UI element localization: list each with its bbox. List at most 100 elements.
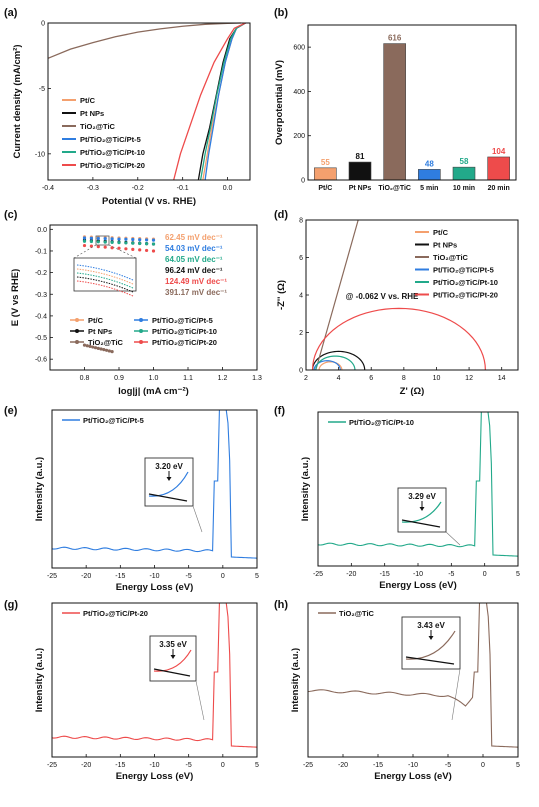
- legend-label: Pt/C: [88, 316, 104, 325]
- fit-line: [153, 668, 191, 677]
- tafel-point: [89, 239, 93, 244]
- x-tick-label: 5: [255, 762, 259, 769]
- legend-marker: [139, 340, 143, 344]
- tafel-point: [145, 238, 149, 242]
- legend-marker: [75, 340, 79, 344]
- legend-label: Pt/TiO₂@TiC/Pt-10: [80, 148, 145, 157]
- x-tick-label: 12: [465, 375, 473, 382]
- x-tick-label: 14: [498, 375, 506, 382]
- y-tick-label: -0.6: [35, 357, 47, 364]
- x-tick-label: 5: [516, 762, 520, 769]
- nyquist-arc-0: [318, 361, 343, 371]
- panel-label: (f): [274, 405, 285, 417]
- x-tick-label: -15: [115, 573, 125, 580]
- x-tick-label: -10: [413, 571, 423, 578]
- legend-label: Pt/TiO₂@TiC/Pt-10: [349, 418, 414, 427]
- legend-label: Pt/TiO₂@TiC/Pt-20: [83, 609, 148, 618]
- tafel-point: [91, 345, 95, 349]
- tafel-point: [131, 241, 135, 245]
- tafel-point: [151, 249, 156, 253]
- tafel-point: [96, 346, 100, 350]
- tafel-point: [117, 237, 121, 241]
- legend-marker: [75, 318, 79, 322]
- inset-curve: [153, 649, 192, 672]
- tafel-point: [124, 237, 128, 241]
- plot-frame-c: [49, 224, 258, 371]
- x-tick-label: -5: [445, 762, 451, 769]
- zoom-connector: [451, 668, 461, 721]
- tafel-point: [85, 344, 89, 348]
- zoom-connector: [108, 244, 137, 259]
- y-tick-label: -0.3: [35, 292, 47, 299]
- x-axis-label: Energy Loss (eV): [116, 582, 194, 593]
- potential-annotation: @ -0.062 V vs. RHE: [346, 292, 419, 301]
- nyquist-line-2: [315, 219, 359, 371]
- x-tick-label: 4: [337, 375, 341, 382]
- y-axis-label: Intensity (a.u.): [290, 648, 301, 712]
- bar-3: [418, 169, 441, 181]
- x-tick-label: -10: [149, 573, 159, 580]
- x-tick-label: 0: [481, 762, 485, 769]
- tafel-point: [103, 237, 107, 241]
- x-tick-label: -20: [338, 762, 348, 769]
- x-axis-label: Z' (Ω): [400, 386, 425, 397]
- zoom-connector: [445, 531, 461, 546]
- panel-label: (b): [274, 7, 288, 19]
- y-axis-label: E (V vs RHE): [10, 269, 21, 327]
- plot-frame-a: [47, 22, 251, 181]
- panel-label: (h): [274, 599, 288, 611]
- arrow-head: [419, 507, 425, 511]
- tafel-point: [151, 242, 156, 246]
- series-line-5: [173, 22, 246, 181]
- tafel-point: [138, 238, 142, 242]
- legend-label: TiO₂@TiC: [433, 253, 469, 262]
- x-axis-label: Energy Loss (eV): [374, 771, 452, 782]
- inset-curve: [405, 630, 456, 660]
- x-tick-label: 10 min: [453, 185, 475, 192]
- tafel-point: [110, 350, 114, 354]
- bar-1: [348, 161, 372, 181]
- legend-label: TiO₂@TiC: [88, 338, 124, 347]
- y-tick-label: 4: [299, 293, 303, 300]
- inset-curve: [401, 501, 442, 523]
- tafel-point: [96, 240, 100, 244]
- tafel-point: [110, 237, 114, 241]
- legend-label: TiO₂@TiC: [80, 122, 116, 131]
- slope-annotation: 124.49 mV dec⁻¹: [165, 277, 227, 286]
- y-tick-label: 400: [293, 89, 305, 96]
- x-tick-label: 0: [221, 762, 225, 769]
- y-axis-label: Intensity (a.u.): [34, 648, 45, 712]
- panel-label: (d): [274, 209, 288, 221]
- y-tick-label: 0: [301, 178, 305, 185]
- legend-marker: [139, 329, 143, 333]
- arrow-head: [428, 636, 434, 640]
- x-tick-label: -10: [149, 762, 159, 769]
- zoom-connector: [192, 505, 203, 533]
- tafel-point: [145, 248, 149, 253]
- y-tick-label: -0.5: [35, 335, 47, 342]
- slope-annotation: 54.03 mV dec⁻¹: [165, 244, 223, 253]
- nyquist-arc-3: [313, 360, 341, 371]
- tafel-point: [89, 236, 93, 240]
- nyquist-arc-4: [315, 355, 356, 371]
- x-tick-label: -10: [408, 762, 418, 769]
- y-tick-label: 200: [293, 133, 305, 140]
- y-tick-label: 6: [299, 255, 303, 262]
- x-tick-label: -5: [186, 573, 192, 580]
- series-line-0: [202, 22, 246, 181]
- bandgap-value: 3.35 eV: [159, 640, 187, 649]
- series-line-4: [199, 22, 246, 181]
- bar-5: [487, 156, 510, 181]
- legend-marker: [75, 329, 79, 333]
- y-axis-label: -Z'' (Ω): [276, 280, 287, 310]
- tafel-point: [131, 247, 135, 251]
- x-tick-label: -25: [313, 571, 323, 578]
- series-line-2: [47, 22, 242, 59]
- x-tick-label: 10: [433, 375, 441, 382]
- x-tick-label: Pt/C: [318, 185, 332, 192]
- x-tick-label: 0.8: [80, 375, 90, 382]
- panel-label: (e): [4, 405, 18, 417]
- arrow-head: [166, 477, 172, 481]
- zoom-connector: [195, 680, 205, 721]
- x-axis-label: log|j| (mA cm⁻²): [118, 386, 189, 397]
